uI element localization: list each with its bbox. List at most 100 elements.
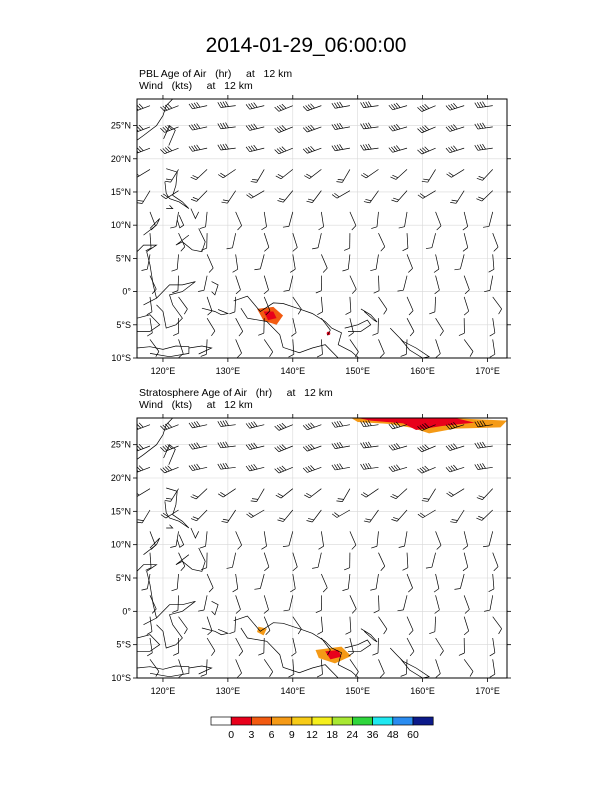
wind-barb bbox=[474, 101, 493, 109]
wind-barb bbox=[235, 211, 242, 231]
colorbar-swatch bbox=[392, 716, 414, 726]
wind-barb bbox=[321, 254, 328, 273]
lat-tick-label: 10°S bbox=[111, 673, 131, 683]
lat-tick-label: 10°S bbox=[111, 353, 131, 363]
map-panel-2: 120°E 130°E 140°E 150°E 160°E 170°E 25°N 20°N 15… bbox=[111, 414, 511, 696]
wind-barb bbox=[149, 595, 157, 614]
wind-barb bbox=[283, 595, 294, 612]
wind-barb bbox=[160, 444, 179, 452]
wind-barb bbox=[349, 595, 357, 614]
wind-barb bbox=[476, 169, 493, 181]
wind-barb bbox=[402, 233, 409, 252]
wind-barb bbox=[344, 552, 351, 571]
wind-barb bbox=[372, 318, 379, 336]
lon-tick-label: 170°E bbox=[475, 686, 500, 696]
wind-barb bbox=[146, 296, 153, 316]
wind-barb bbox=[492, 616, 502, 635]
colorbar-swatch bbox=[271, 716, 293, 726]
wind-barb bbox=[397, 275, 408, 292]
wind-barb bbox=[229, 296, 237, 315]
wind-barb bbox=[147, 637, 153, 657]
wind-barb bbox=[483, 211, 494, 228]
coastline bbox=[156, 600, 196, 649]
wind-barb bbox=[318, 211, 324, 231]
coastline bbox=[201, 307, 230, 316]
wind-barb bbox=[217, 441, 236, 449]
wind-barb bbox=[345, 616, 352, 635]
wind-barb bbox=[429, 616, 436, 635]
colorbar-swatch bbox=[311, 716, 333, 726]
wind-barb bbox=[274, 125, 293, 133]
lon-tick-label: 150°E bbox=[345, 686, 370, 696]
figure-title: 2014-01-29_06:00:00 bbox=[205, 34, 407, 57]
wind-barb bbox=[235, 531, 242, 550]
coastline bbox=[233, 295, 360, 358]
wind-barb bbox=[258, 318, 265, 336]
wind-barb bbox=[245, 144, 265, 153]
wind-barb bbox=[283, 275, 294, 292]
wind-barb bbox=[463, 659, 474, 677]
wind-barb bbox=[417, 146, 436, 155]
wind-barb bbox=[378, 296, 388, 315]
wind-barb bbox=[149, 659, 160, 677]
wind-barb bbox=[321, 637, 331, 656]
wind-barb bbox=[282, 531, 294, 547]
wind-barb bbox=[474, 463, 493, 470]
lat-tick-label: 0° bbox=[122, 606, 131, 616]
wind-barb bbox=[434, 275, 440, 295]
wind-barb bbox=[315, 275, 322, 294]
wind-barb bbox=[302, 443, 322, 452]
wind-barb bbox=[263, 552, 270, 572]
wind-barb bbox=[435, 659, 441, 678]
panel2-title: Stratosphere Age of Air (hr) at 12 km bbox=[139, 387, 333, 399]
map-area bbox=[137, 418, 507, 678]
wind-barb bbox=[454, 573, 465, 590]
wind-barb bbox=[218, 169, 236, 179]
wind-barb bbox=[425, 233, 436, 249]
wind-barb bbox=[274, 103, 293, 112]
coastline bbox=[156, 281, 196, 329]
strat-age-band-core bbox=[357, 418, 475, 430]
lat-tick-label: 5°N bbox=[116, 253, 131, 263]
wind-barb bbox=[331, 420, 350, 428]
wind-barb bbox=[360, 420, 379, 428]
coastline bbox=[163, 444, 176, 465]
wind-barb bbox=[306, 190, 322, 203]
wind-barb bbox=[349, 275, 357, 294]
map-frame bbox=[136, 98, 508, 359]
lat-tick-label: 5°S bbox=[116, 640, 131, 650]
wind-barb bbox=[217, 462, 236, 470]
wind-barb bbox=[178, 552, 186, 571]
wind-barb bbox=[160, 146, 179, 155]
wind-barb bbox=[199, 531, 208, 549]
wind-barb bbox=[476, 190, 493, 202]
wind-barb bbox=[492, 296, 502, 315]
lat-tick-label: 25°N bbox=[111, 440, 131, 450]
wind-barb bbox=[250, 169, 265, 183]
wind-barb bbox=[371, 211, 379, 229]
wind-barb bbox=[417, 104, 436, 112]
wind-barb bbox=[476, 509, 493, 521]
wind-barb bbox=[188, 463, 208, 471]
map-panel-1: 120°E 130°E 140°E 150°E 160°E 170°E 25°N 20°N 15… bbox=[111, 95, 511, 376]
wind-barb bbox=[137, 488, 151, 497]
lat-tick-label: 20°N bbox=[111, 473, 131, 483]
wind-barb bbox=[200, 339, 208, 357]
wind-barb bbox=[206, 616, 213, 636]
wind-barb bbox=[200, 659, 208, 677]
wind-barb bbox=[254, 254, 265, 271]
wind-barb bbox=[317, 296, 323, 315]
wind-barb bbox=[302, 145, 322, 154]
coastline bbox=[176, 534, 185, 548]
panel2-subtitle: Wind (kts) at 12 km bbox=[139, 399, 253, 411]
wind-barb bbox=[137, 465, 151, 473]
wind-barb bbox=[349, 211, 357, 231]
coastline bbox=[137, 314, 161, 332]
wind-barb bbox=[331, 509, 351, 518]
coastline bbox=[211, 600, 219, 616]
wind-barb bbox=[360, 488, 379, 498]
wind-barb bbox=[246, 190, 265, 199]
wind-barb bbox=[331, 144, 350, 152]
wind-barb bbox=[171, 254, 179, 272]
